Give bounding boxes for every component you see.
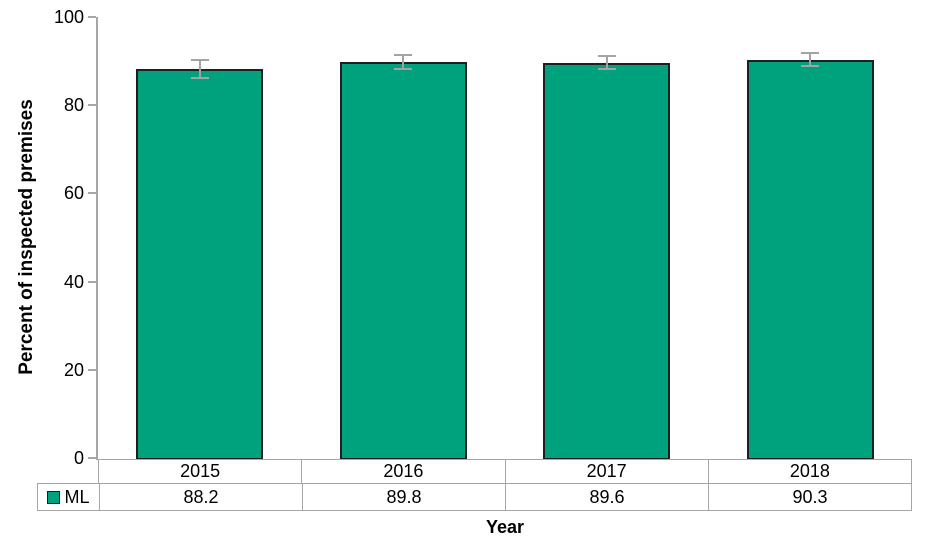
y-tick-label-60: 60 — [63, 183, 84, 204]
error-bar-cap-top-2017 — [597, 55, 616, 58]
bar-2017 — [543, 62, 671, 460]
y-tick-mark-60 — [88, 192, 96, 195]
legend-swatch-icon — [47, 490, 61, 504]
bar-2016 — [339, 61, 467, 460]
table-value-row: ML 88.2 89.8 89.6 90.3 — [37, 483, 912, 511]
bar-2018 — [746, 59, 874, 460]
error-bar-cap-top-2018 — [801, 52, 820, 55]
error-bar-2018 — [809, 53, 812, 67]
table-year-cell-2015: 2015 — [180, 461, 221, 481]
y-tick-label-0: 0 — [73, 448, 84, 468]
y-axis-title: Percent of inspected premises — [16, 99, 37, 375]
y-tick-label-100: 100 — [53, 7, 84, 27]
x-axis-title: Year — [485, 517, 525, 537]
y-tick-label-80: 80 — [63, 95, 84, 116]
table-year-cell-2017: 2017 — [504, 460, 708, 483]
table-value-cell-2015: 88.2 — [99, 484, 302, 510]
y-tick-mark-80 — [88, 104, 96, 107]
table-value-cell-2016: 89.8 — [302, 484, 505, 510]
y-tick-mark-40 — [88, 280, 96, 283]
error-bar-cap-top-2015 — [190, 59, 209, 62]
error-bar-cap-top-2016 — [394, 54, 413, 57]
table-value-cell-2018: 90.3 — [708, 484, 911, 510]
error-bar-cap-bottom-2018 — [801, 65, 820, 68]
y-tick-mark-100 — [88, 16, 96, 18]
y-axis-line — [96, 17, 98, 460]
error-bar-2016 — [402, 55, 405, 69]
y-tick-label-20: 20 — [63, 359, 84, 380]
table-year-cell-2018: 2018 — [707, 460, 911, 483]
y-tick-label-40: 40 — [63, 271, 84, 292]
y-tick-mark-0 — [88, 457, 96, 459]
error-bar-cap-bottom-2017 — [597, 68, 616, 71]
legend-label: ML — [64, 486, 90, 507]
table-value-cell-2017: 89.6 — [505, 484, 708, 510]
error-bar-cap-bottom-2015 — [190, 76, 209, 79]
table-year-cell-2016: 2016 — [301, 460, 504, 483]
error-bar-2017 — [605, 56, 608, 70]
bar-2015 — [136, 69, 264, 460]
legend-cell: ML — [38, 484, 99, 510]
y-tick-mark-20 — [88, 368, 96, 371]
error-bar-2015 — [198, 60, 201, 78]
error-bar-cap-bottom-2016 — [394, 67, 413, 70]
table-year-row: 2015 2016 2017 2018 — [98, 459, 912, 484]
